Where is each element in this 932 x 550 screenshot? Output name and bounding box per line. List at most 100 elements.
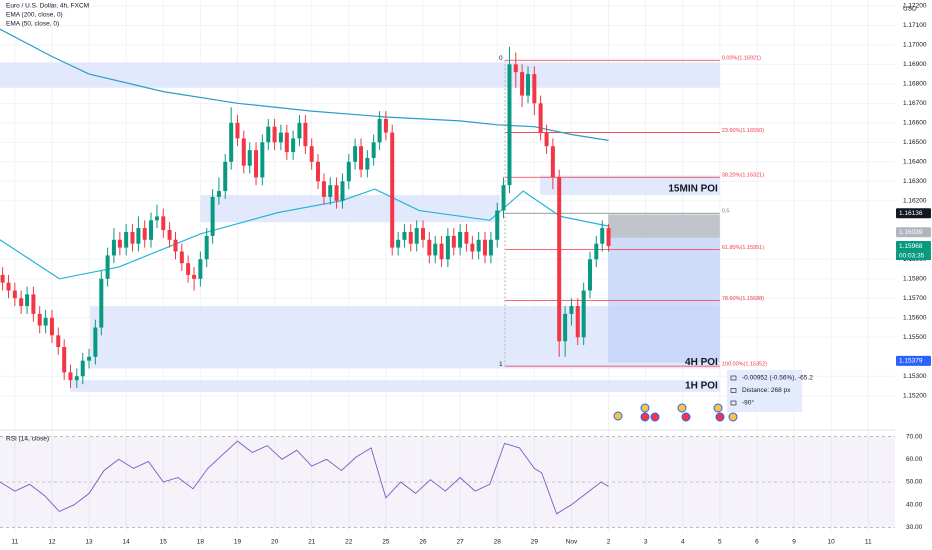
candle-body [136,228,141,244]
x-tick-label: 5 [718,539,722,546]
candle-body [161,216,166,231]
x-tick-label: 11 [11,539,18,546]
x-tick-label: 3 [644,539,648,546]
zone-label: 1H POI [685,380,718,391]
y-tick-label: 1.17200 [903,3,927,10]
fib-end-label: 0 [499,55,503,62]
measure-text: -90° [742,399,754,407]
event-icons [613,403,738,422]
candle-body [74,376,79,381]
fib-label: 23.60%(1.16550) [722,128,764,134]
candle-body [544,132,549,147]
fib-label: 78.60%(1.15688) [722,296,764,302]
candle-body [470,243,475,252]
candle-body [247,150,252,166]
candle-body [6,282,11,291]
candle-body [167,230,172,240]
x-tick-label: 28 [494,539,502,546]
candle-body [192,274,197,279]
candle-body [321,181,326,197]
candle-body [445,235,450,260]
rsi-label: RSI (14, close) [6,436,49,443]
y-tick-label: 1.16700 [903,100,927,107]
candle-body [563,313,568,342]
zone [200,194,500,223]
candle-body [43,317,48,326]
candle-body [315,161,320,182]
candle-body [87,356,92,361]
candle-body [414,228,419,244]
candle-body [12,290,17,299]
candle-body [272,126,277,143]
x-tick-label: 27 [456,539,464,546]
fib-label: 100.00%(1.15352) [722,362,767,368]
y-tick-label: 1.16200 [903,198,927,205]
indicator-label: EMA (200, close, 0) [6,12,63,19]
zone [608,214,720,238]
candle-body [278,132,283,143]
candle-body [49,317,54,336]
x-tick-label: 11 [865,539,872,546]
candle-body [353,146,358,162]
price-axis [895,0,932,550]
candle-body [241,138,246,166]
candle-body [93,327,98,357]
price-label-box [896,208,931,219]
y-tick-label: 1.16500 [903,139,927,146]
x-tick-label: 21 [308,539,316,546]
candle-body [451,235,456,248]
candle-body [458,231,463,248]
candle-body [62,347,67,373]
candle-body [303,122,308,147]
candle-body [538,103,543,133]
y-tick-label: 1.15300 [903,373,927,380]
candle-body [600,228,605,244]
y-tick-label: 1.17100 [903,22,927,29]
candle-body [186,263,191,275]
countdown-box [896,251,931,261]
candle-body [557,177,562,342]
candle-body [260,142,265,178]
candle-body [130,231,135,244]
candle-body [56,335,61,348]
candle-body [0,274,5,283]
candle-body [390,132,395,248]
price-label-box [896,355,931,366]
x-tick-label: 29 [531,539,539,546]
candle-body [587,259,592,291]
x-tick-label: 26 [419,539,427,546]
candle-body [575,306,580,338]
fib-end-label: 1 [499,361,503,368]
candle-body [154,216,159,221]
candle-body [210,196,215,236]
price-label: 1.16039 [899,229,923,236]
candle-body [124,231,129,248]
candle-body [433,243,438,256]
candle-body [68,372,73,381]
x-tick-label: 6 [755,539,759,546]
y-tick-label: 1.15200 [903,392,927,399]
y-tick-label: 1.15500 [903,334,927,341]
y-tick-label: 1.16600 [903,120,927,127]
candle-body [204,235,209,260]
candle-body [346,161,351,182]
zone [70,380,720,392]
currency-label: USD [903,6,917,13]
candle-body [495,210,500,240]
candle-body [408,231,413,244]
measure-icon [730,388,737,393]
candle-body [581,290,586,338]
candle-body [402,231,407,240]
chart-title: Euro / U.S. Dollar, 4h, FXCM [6,3,89,10]
candle-body [235,122,240,139]
candle-body [254,150,259,178]
x-tick-label: 14 [123,539,131,546]
candle-body [117,239,122,248]
countdown: 00:03:35 [899,252,925,259]
fib-label: 61.80%(1.15951) [722,245,764,251]
candle-body [291,138,296,153]
candle-body [532,74,537,104]
price-label-box [896,227,931,238]
y-tick-label: 1.15600 [903,314,927,321]
